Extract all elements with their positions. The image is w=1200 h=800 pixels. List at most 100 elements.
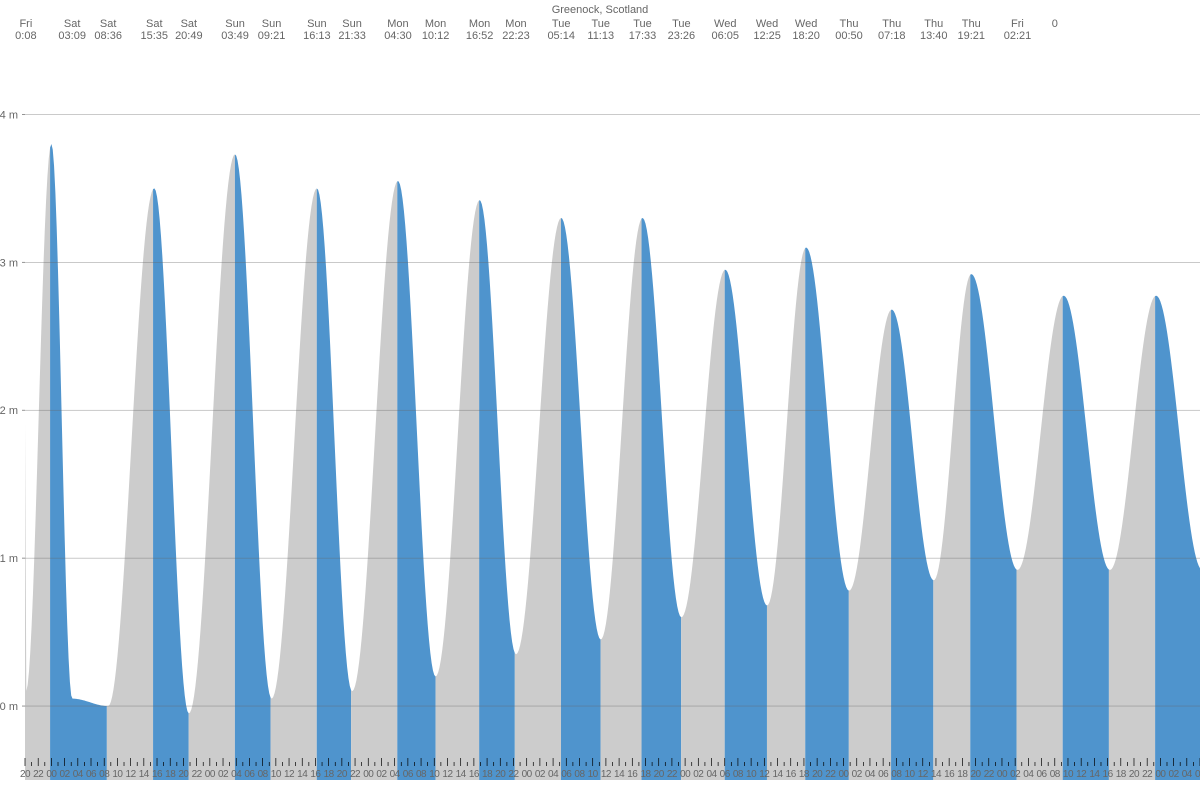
hour-label: 14 (614, 769, 624, 780)
hour-label: 00 (46, 769, 56, 780)
hour-label: 02 (1010, 769, 1020, 780)
tide-event-label: Sun09:21 (252, 18, 292, 42)
hour-label: 10 (271, 769, 281, 780)
event-time: 13:40 (914, 30, 954, 42)
tide-event-label: Sun21:33 (332, 18, 372, 42)
hour-label: 22 (508, 769, 518, 780)
hour-label: 22 (667, 769, 677, 780)
hour-label: 10 (588, 769, 598, 780)
hour-label: 00 (680, 769, 690, 780)
event-day: Thu (872, 18, 912, 30)
event-day: Thu (829, 18, 869, 30)
event-day: Sun (297, 18, 337, 30)
hour-label: 18 (482, 769, 492, 780)
event-time: 07:18 (872, 30, 912, 42)
hour-label: 12 (284, 769, 294, 780)
tide-event-label: Sun16:13 (297, 18, 337, 42)
event-day: Mon (496, 18, 536, 30)
tide-event-label: Fri0:08 (6, 18, 46, 42)
hour-label: 04 (865, 769, 875, 780)
event-day: Wed (786, 18, 826, 30)
tide-event-label: Mon22:23 (496, 18, 536, 42)
event-time: 08:36 (88, 30, 128, 42)
event-time: 17:33 (623, 30, 663, 42)
chart-title: Greenock, Scotland (0, 4, 1200, 16)
tide-event-label: Sun03:49 (215, 18, 255, 42)
tide-event-label: Sat08:36 (88, 18, 128, 42)
tide-event-label: Tue05:14 (541, 18, 581, 42)
hour-label: 14 (297, 769, 307, 780)
event-day: Mon (378, 18, 418, 30)
event-time: 11:13 (581, 30, 621, 42)
event-day: Tue (541, 18, 581, 30)
hour-label: 16 (469, 769, 479, 780)
hour-label: 02 (60, 769, 70, 780)
event-time: 10:12 (416, 30, 456, 42)
tide-event-label: Mon10:12 (416, 18, 456, 42)
hour-label: 16 (944, 769, 954, 780)
event-time: 09:21 (252, 30, 292, 42)
hour-label: 08 (258, 769, 268, 780)
tide-event-label: Mon16:52 (460, 18, 500, 42)
hour-label: 04 (231, 769, 241, 780)
hour-label: 12 (442, 769, 452, 780)
event-time: 20:49 (169, 30, 209, 42)
hour-label: 08 (891, 769, 901, 780)
hour-label: 06 (561, 769, 571, 780)
tide-event-label: Sat03:09 (52, 18, 92, 42)
hour-label: 16 (1103, 769, 1113, 780)
hour-label: 12 (918, 769, 928, 780)
hour-label: 02 (693, 769, 703, 780)
event-day: Wed (705, 18, 745, 30)
event-time: 03:09 (52, 30, 92, 42)
tide-event-label: Tue11:13 (581, 18, 621, 42)
hour-label: 06 (1037, 769, 1047, 780)
tide-event-label: Mon04:30 (378, 18, 418, 42)
event-day: Sun (215, 18, 255, 30)
event-time: 19:21 (951, 30, 991, 42)
hour-label: 14 (931, 769, 941, 780)
tide-event-label: Tue23:26 (661, 18, 701, 42)
hour-label: 06 (403, 769, 413, 780)
tide-event-label: Fri02:21 (997, 18, 1037, 42)
hour-label: 02 (535, 769, 545, 780)
hour-label: 00 (522, 769, 532, 780)
event-day: Tue (661, 18, 701, 30)
hour-label: 14 (1089, 769, 1099, 780)
hour-label: 20 (20, 769, 30, 780)
event-day: Sun (332, 18, 372, 30)
event-time: 0:08 (6, 30, 46, 42)
hour-label: 20 (970, 769, 980, 780)
hour-label: 00 (1155, 769, 1165, 780)
hour-label: 14 (772, 769, 782, 780)
event-day: Sat (169, 18, 209, 30)
hour-label: 20 (337, 769, 347, 780)
hour-label: 02 (852, 769, 862, 780)
event-day: Sat (52, 18, 92, 30)
tide-event-label: Sat20:49 (169, 18, 209, 42)
event-day: Fri (997, 18, 1037, 30)
event-time: 12:25 (747, 30, 787, 42)
hour-label: 16 (152, 769, 162, 780)
tide-event-label: 0 (1035, 18, 1075, 30)
event-time: 21:33 (332, 30, 372, 42)
hour-label: 20 (812, 769, 822, 780)
hour-label: 22 (984, 769, 994, 780)
hour-label: 10 (904, 769, 914, 780)
hour-label: 16 (786, 769, 796, 780)
hour-label: 10 (746, 769, 756, 780)
hour-label: 04 (706, 769, 716, 780)
hour-axis-labels: 2022000204060810121416182022000204060810… (0, 766, 1200, 780)
hour-label: 02 (218, 769, 228, 780)
hour-label: 22 (825, 769, 835, 780)
svg-text:0 m: 0 m (0, 701, 18, 713)
event-day: Sat (88, 18, 128, 30)
hour-label: 12 (126, 769, 136, 780)
svg-text:1 m: 1 m (0, 553, 18, 565)
hour-label: 02 (376, 769, 386, 780)
hour-label: 22 (33, 769, 43, 780)
event-day: Sun (252, 18, 292, 30)
hour-label: 20 (654, 769, 664, 780)
hour-label: 14 (139, 769, 149, 780)
hour-label: 20 (1129, 769, 1139, 780)
